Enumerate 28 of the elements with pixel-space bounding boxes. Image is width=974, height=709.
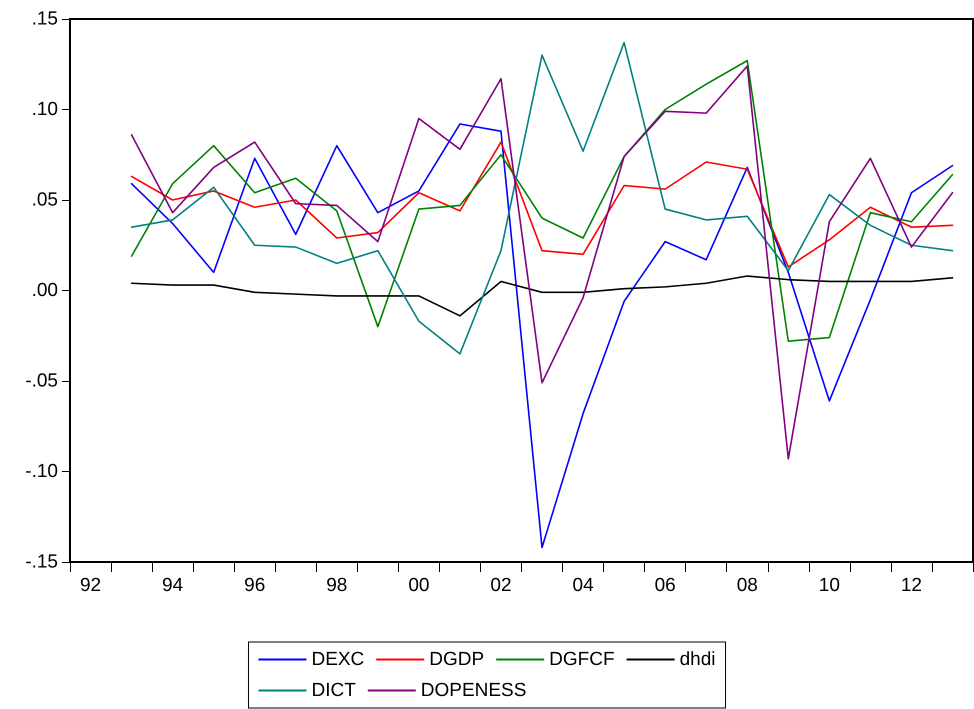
x-tick-label: 94: [162, 575, 184, 596]
y-tick-label: .15: [32, 8, 58, 30]
y-tick-label: .05: [32, 190, 58, 210]
line-series: [130, 123, 954, 548]
x-tick-label: 02: [490, 575, 512, 596]
line-series: [130, 275, 954, 317]
x-tick-label: 96: [244, 575, 266, 596]
legend-label: DEXC: [311, 649, 364, 670]
legend-label: DGDP: [429, 649, 484, 670]
y-tick-label: .00: [32, 280, 58, 301]
x-tick-label: 08: [736, 575, 758, 596]
x-tick-label: 10: [818, 575, 840, 596]
x-tick-label: 98: [326, 575, 348, 596]
line-series: [130, 65, 954, 460]
x-tick-label: 06: [654, 575, 676, 596]
legend-label: DOPENESS: [420, 680, 526, 701]
y-tick-label: .10: [32, 99, 58, 120]
y-tick-label: -.15: [25, 552, 58, 572]
y-tick-label: -.10: [25, 461, 58, 482]
x-tick-label: 00: [408, 575, 430, 596]
y-tick-label: -.05: [25, 370, 58, 392]
legend-label: dhdi: [680, 649, 716, 670]
line-series: [130, 141, 954, 268]
legend-label: DICT: [311, 680, 356, 701]
x-tick-label: 92: [80, 575, 102, 596]
x-tick-label: 04: [572, 575, 594, 596]
x-tick-label: 12: [900, 575, 922, 596]
legend-label: DGFCF: [549, 649, 615, 670]
